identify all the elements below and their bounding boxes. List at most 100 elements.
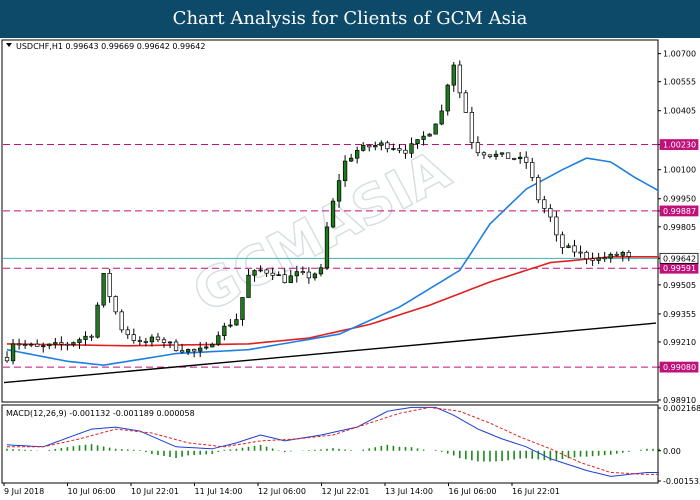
candle-body bbox=[155, 336, 161, 341]
candle-body bbox=[542, 199, 547, 209]
candle-body bbox=[246, 274, 251, 298]
candle-body bbox=[47, 343, 52, 347]
candle-body bbox=[566, 245, 571, 248]
candle-body bbox=[421, 135, 426, 140]
y-tick-label: 1.00700 bbox=[663, 50, 696, 59]
candle-body bbox=[288, 275, 293, 284]
candle-body bbox=[294, 271, 299, 277]
candle-body bbox=[433, 123, 438, 135]
candle-body bbox=[89, 335, 94, 338]
candle-body bbox=[228, 324, 233, 327]
candle-body bbox=[83, 335, 88, 340]
x-tick-label: 13 Jul 14:00 bbox=[385, 487, 433, 496]
macd-panel-frame bbox=[1, 404, 659, 484]
x-tick-label: 11 Jul 14:00 bbox=[195, 487, 243, 496]
candle-body bbox=[119, 311, 124, 331]
candle-body bbox=[596, 257, 601, 261]
collapse-triangle-icon[interactable] bbox=[6, 43, 12, 47]
candle-body bbox=[584, 251, 589, 260]
macd-signal-line bbox=[7, 406, 659, 475]
y-tick-label: 0.99950 bbox=[663, 195, 696, 204]
x-tick-label: 10 Jul 06:00 bbox=[68, 487, 116, 496]
candle-body bbox=[306, 271, 312, 279]
candle-body bbox=[22, 344, 28, 346]
candle-body bbox=[198, 347, 203, 352]
candle-body bbox=[240, 297, 245, 320]
candle-body bbox=[469, 112, 475, 143]
candle-body bbox=[149, 336, 155, 343]
y-tick-label: 0.98910 bbox=[663, 396, 696, 405]
macd-line bbox=[6, 406, 659, 477]
level-price-label: 0.99080 bbox=[663, 363, 696, 372]
candle-body bbox=[312, 273, 318, 279]
candle-body bbox=[258, 269, 263, 272]
candle-body bbox=[336, 180, 342, 202]
candle-body bbox=[131, 334, 136, 341]
candle-body bbox=[391, 148, 396, 150]
macd-header: MACD(12,26,9) -0.001132 -0.001189 0.0000… bbox=[6, 409, 195, 418]
y-tick-label: 1.00555 bbox=[663, 78, 696, 87]
candle-body bbox=[560, 234, 565, 248]
candle-body bbox=[222, 325, 227, 336]
candle-body bbox=[4, 357, 10, 362]
x-tick-label: 9 Jul 2018 bbox=[4, 487, 44, 496]
level-price-box bbox=[659, 361, 699, 373]
macd-y-tick-label: 0.00 bbox=[663, 447, 681, 456]
candle-body bbox=[499, 152, 505, 155]
level-price-label: 0.99887 bbox=[663, 207, 696, 216]
candle-body bbox=[113, 296, 118, 313]
candle-body bbox=[505, 152, 511, 159]
candle-body bbox=[481, 152, 487, 156]
candle-body bbox=[216, 335, 221, 345]
candle-body bbox=[35, 343, 40, 347]
x-tick-label: 16 Jul 22:01 bbox=[512, 487, 560, 496]
candle-body bbox=[179, 350, 185, 353]
candle-body bbox=[578, 251, 583, 254]
candle-body bbox=[451, 64, 456, 86]
candle-body bbox=[125, 329, 130, 336]
candle-body bbox=[475, 142, 481, 154]
candle-body bbox=[276, 274, 281, 277]
y-tick-label: 0.99805 bbox=[663, 223, 696, 232]
price-panel-frame bbox=[1, 39, 659, 403]
candle-body bbox=[361, 145, 366, 151]
candle-body bbox=[330, 200, 336, 228]
level-price-box bbox=[659, 205, 699, 217]
chart-title: Chart Analysis for Clients of GCM Asia bbox=[0, 0, 700, 38]
candle-body bbox=[536, 177, 541, 201]
candle-body bbox=[602, 257, 607, 260]
candle-body bbox=[530, 162, 535, 178]
candle-body bbox=[409, 143, 414, 154]
candle-body bbox=[463, 92, 468, 113]
candle-body bbox=[457, 64, 462, 94]
candle-body bbox=[318, 267, 324, 275]
candle-body bbox=[620, 251, 625, 256]
candle-body bbox=[524, 156, 529, 163]
x-tick-label: 10 Jul 22:01 bbox=[131, 487, 179, 496]
y-tick-label: 0.99210 bbox=[663, 338, 696, 347]
candle-body bbox=[77, 339, 82, 343]
candle-body bbox=[41, 345, 46, 348]
symbol-header: USDCHF,H1 0.99643 0.99669 0.99642 0.9964… bbox=[16, 42, 205, 51]
chart: GCMASIA 1.007001.005551.004051.001000.99… bbox=[1, 39, 700, 496]
candle-body bbox=[355, 150, 360, 159]
x-tick-label: 12 Jul 22:01 bbox=[322, 487, 370, 496]
candle-body bbox=[511, 158, 517, 160]
candle-body bbox=[143, 341, 149, 343]
candle-body bbox=[518, 156, 523, 160]
level-price-box bbox=[659, 139, 699, 150]
candle-body bbox=[282, 274, 287, 284]
level-price-label: 0.99642 bbox=[663, 254, 696, 263]
candle-body bbox=[493, 153, 499, 157]
candle-body bbox=[379, 142, 384, 146]
level-price-label: 1.00230 bbox=[663, 141, 696, 150]
y-tick-label: 1.00405 bbox=[663, 107, 696, 116]
candle-body bbox=[427, 133, 432, 137]
candle-body bbox=[71, 342, 76, 346]
level-price-box bbox=[659, 252, 699, 264]
candle-body bbox=[210, 343, 215, 348]
macd-y-tick-label: -0.001533 bbox=[663, 477, 700, 486]
candle-body bbox=[29, 343, 34, 346]
candle-body bbox=[185, 349, 191, 353]
level-price-label: 0.99591 bbox=[663, 264, 696, 273]
